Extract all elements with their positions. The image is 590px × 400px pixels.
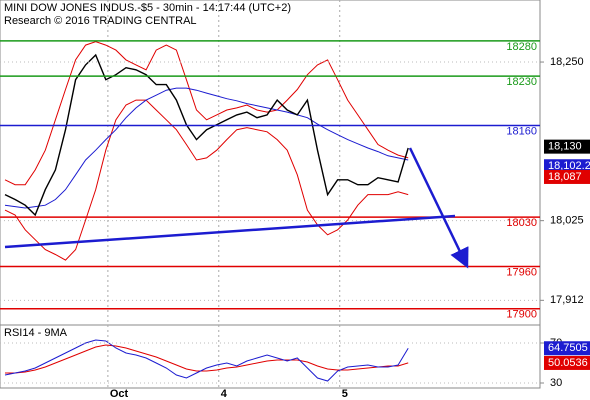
price-badge (544, 355, 590, 370)
price-badge (544, 169, 590, 184)
forecast-arrow (408, 147, 469, 269)
level-label: 18230 (506, 76, 537, 88)
series-line (4, 339, 409, 382)
y-tick-label: 30 (550, 377, 562, 389)
chart-title: MINI DOW JONES INDUS.-$5 - 30min - 14:17… (4, 2, 291, 14)
y-tick-label: 17,912 (550, 294, 584, 306)
series-line (4, 87, 409, 209)
series-line (4, 41, 409, 186)
y-tick-label: 18,250 (550, 56, 584, 68)
panel (4, 41, 409, 261)
price-badge-label: 18,102.2 (548, 160, 590, 172)
price-badge-label: 18,087 (548, 171, 582, 183)
price-badge (544, 139, 590, 154)
series-line (4, 53, 409, 217)
price-badge-label: 18,130 (548, 141, 582, 153)
price-badge (544, 159, 590, 174)
x-tick-label: Oct (110, 388, 129, 400)
price-badge (544, 341, 590, 356)
trend-line (4, 214, 456, 249)
level-label: 17960 (506, 266, 537, 278)
level-label: 18030 (506, 217, 537, 229)
y-tick-label: 18,025 (550, 215, 584, 227)
x-tick-label: 4 (221, 388, 228, 400)
series-line (4, 99, 409, 261)
plot-frame (0, 0, 541, 389)
rsi-title: RSI14 - 9MA (4, 327, 68, 339)
level-label: 18280 (506, 41, 537, 53)
price-badge-label: 50.0536 (548, 357, 588, 369)
x-tick-label: 5 (342, 388, 348, 400)
price-badge-label: 64.7505 (548, 342, 588, 354)
level-label: 17900 (506, 309, 537, 321)
panel (4, 339, 409, 382)
chart-subtitle: Research © 2016 TRADING CENTRAL (4, 15, 197, 27)
level-label: 18160 (506, 125, 537, 137)
